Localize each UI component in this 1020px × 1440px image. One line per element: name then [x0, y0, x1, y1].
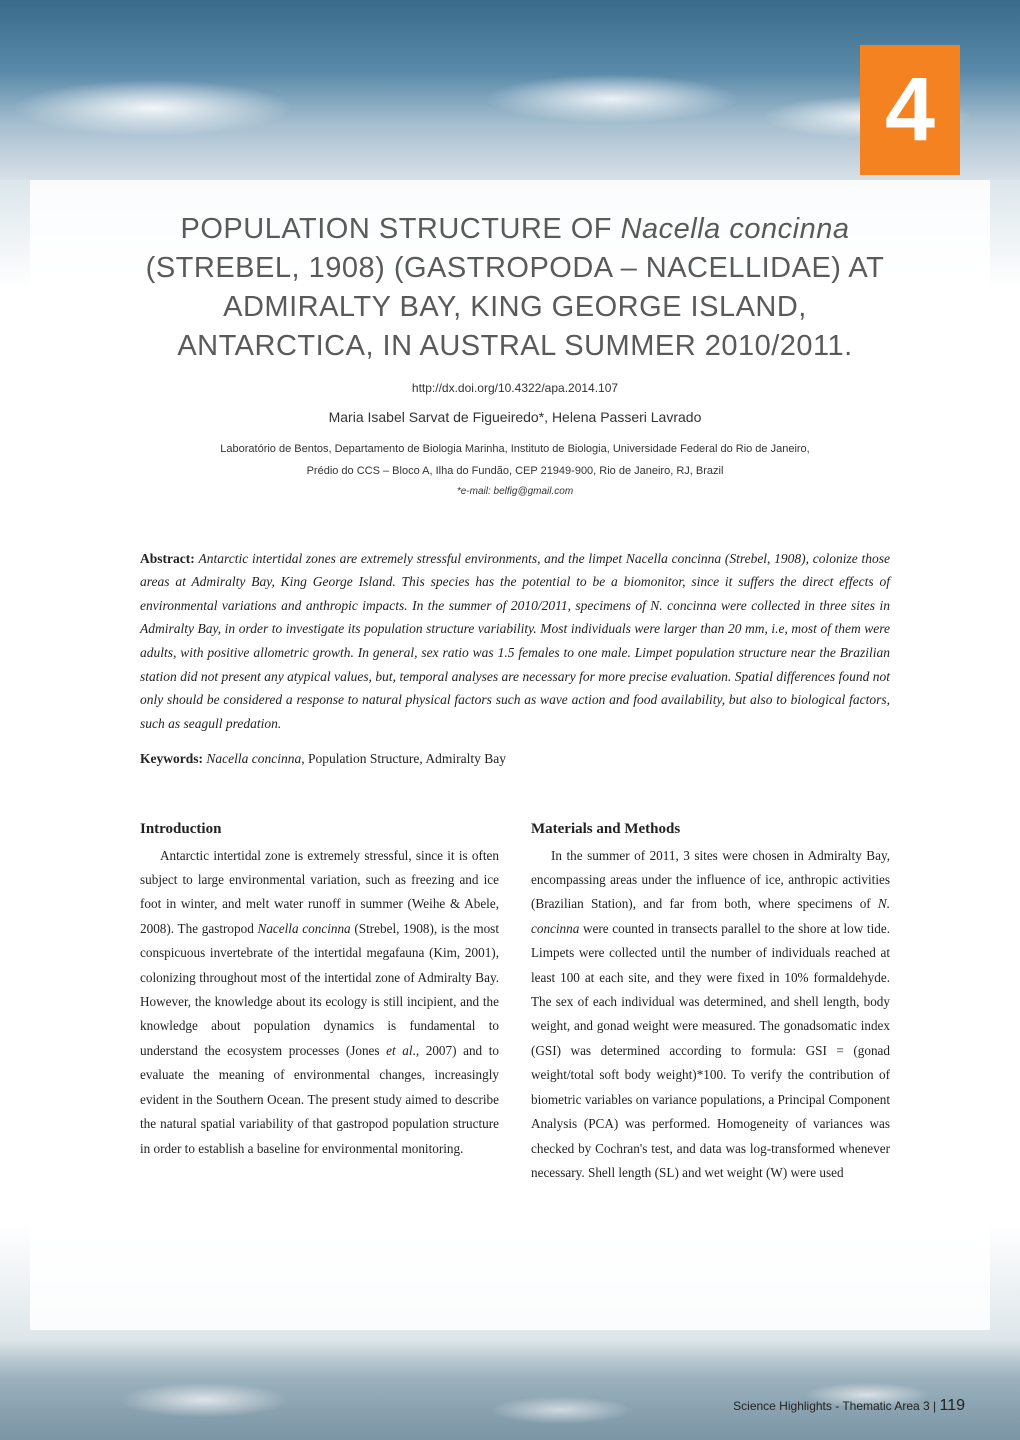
page-number: 119 [939, 1397, 965, 1414]
footer-background [0, 1340, 1020, 1440]
email-label: *e-mail: [457, 486, 494, 497]
intro-text-3: ., 2007) and to evaluate the meaning of … [140, 1043, 499, 1156]
methods-heading: Materials and Methods [531, 821, 890, 838]
chapter-number-box: 4 [860, 45, 960, 175]
page-footer: Science Highlights - Thematic Area 3 | 1… [733, 1397, 965, 1415]
corresponding-email: *e-mail: belfig@gmail.com [140, 486, 890, 497]
methods-text-2: were counted in transects parallel to th… [531, 921, 890, 1180]
authors: Maria Isabel Sarvat de Figueiredo*, Hele… [140, 409, 890, 425]
column-left: Introduction Antarctic intertidal zone i… [140, 821, 499, 1186]
affiliation-line2: Prédio do CCS – Bloco A, Ilha do Fundão,… [140, 463, 890, 480]
abstract: Abstract: Antarctic intertidal zones are… [140, 547, 890, 736]
methods-paragraph: In the summer of 2011, 3 sites were chos… [531, 844, 890, 1186]
methods-text-1: In the summer of 2011, 3 sites were chos… [531, 848, 890, 912]
affiliation-line1: Laboratório de Bentos, Departamento de B… [140, 441, 890, 458]
page-content: POPULATION STRUCTURE OF Nacella concinna… [30, 180, 990, 1330]
title-part2: (STREBEL, 1908) (GASTROPODA – NACELLIDAE… [146, 252, 885, 362]
article-title: POPULATION STRUCTURE OF Nacella concinna… [140, 210, 890, 367]
header-banner: 4 [0, 0, 1020, 180]
chapter-number: 4 [885, 59, 935, 162]
title-species: Nacella concinna [621, 213, 850, 245]
intro-species: Nacella concinna [258, 921, 351, 936]
keywords-species: Nacella concinna [206, 751, 301, 766]
doi-link[interactable]: http://dx.doi.org/10.4322/apa.2014.107 [140, 381, 890, 395]
intro-etal: et al [386, 1043, 412, 1058]
email-address[interactable]: belfig@gmail.com [494, 486, 574, 497]
introduction-heading: Introduction [140, 821, 499, 838]
intro-text-2: (Strebel, 1908), is the most conspicuous… [140, 921, 499, 1058]
keywords: Keywords: Nacella concinna, Population S… [140, 748, 890, 771]
abstract-label: Abstract: [140, 551, 198, 566]
footer-text: Science Highlights - Thematic Area 3 | [733, 1399, 939, 1413]
title-part1: POPULATION STRUCTURE OF [181, 213, 621, 245]
column-right: Materials and Methods In the summer of 2… [531, 821, 890, 1186]
body-columns: Introduction Antarctic intertidal zone i… [140, 821, 890, 1186]
abstract-text: Antarctic intertidal zones are extremely… [140, 551, 890, 731]
keywords-rest: , Population Structure, Admiralty Bay [301, 751, 506, 766]
introduction-paragraph: Antarctic intertidal zone is extremely s… [140, 844, 499, 1161]
keywords-label: Keywords: [140, 751, 206, 766]
